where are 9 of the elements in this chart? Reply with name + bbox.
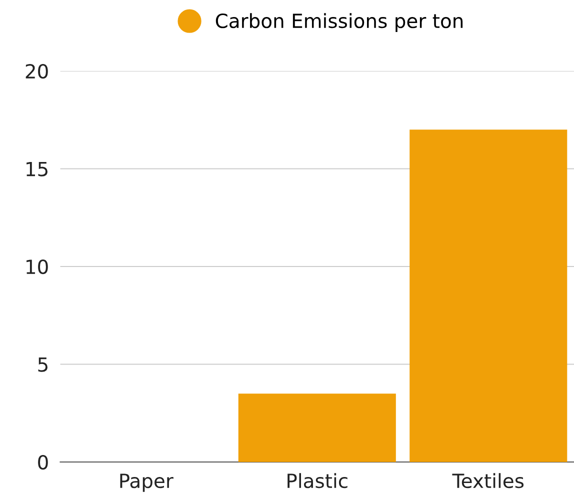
x-tick-label: Textiles — [452, 473, 524, 488]
y-tick-label: 20 — [26, 64, 48, 79]
y-tick-label: 10 — [26, 259, 48, 274]
y-tick-label: 15 — [26, 162, 48, 176]
y-tick-label: 5 — [38, 357, 48, 372]
legend-label: Carbon Emissions per ton — [216, 13, 463, 32]
x-tick-label: Plastic — [288, 473, 348, 488]
y-tick-label: 0 — [38, 454, 48, 470]
x-tick-label: Paper — [120, 474, 174, 492]
